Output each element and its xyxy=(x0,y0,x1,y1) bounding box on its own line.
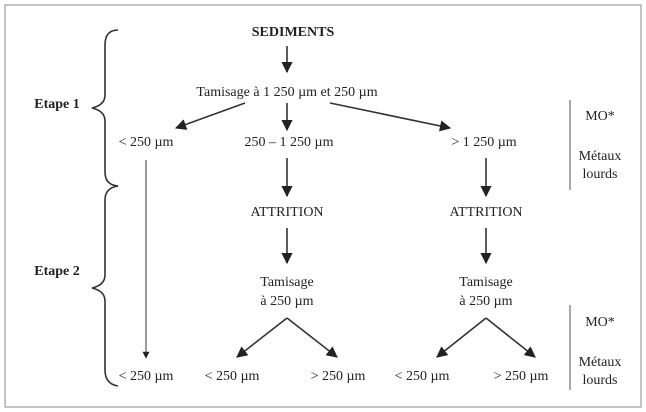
side-note: MO* xyxy=(585,109,615,124)
node-label: ATTRITION xyxy=(449,205,522,220)
node-label: à 250 µm xyxy=(260,294,313,309)
node-label: < 250 µm xyxy=(395,369,450,384)
node-label: > 250 µm xyxy=(494,369,549,384)
node-label: < 250 µm xyxy=(119,135,174,150)
stage-label: Etape 2 xyxy=(34,264,80,279)
side-note: Métaux xyxy=(579,149,622,164)
node-label: < 250 µm xyxy=(205,369,260,384)
braces xyxy=(91,29,119,387)
node-label: ATTRITION xyxy=(250,205,323,220)
arrows xyxy=(142,46,536,359)
node-label: à 250 µm xyxy=(459,294,512,309)
frame xyxy=(4,4,642,408)
side-note: lourds xyxy=(583,167,618,182)
node-label: Tamisage xyxy=(260,275,313,290)
node-label: > 1 250 µm xyxy=(451,135,516,150)
side-note: Métaux xyxy=(579,355,622,370)
side-note: MO* xyxy=(585,315,615,330)
node-label: > 250 µm xyxy=(311,369,366,384)
side-note: lourds xyxy=(583,373,618,388)
title: SEDIMENTS xyxy=(252,25,335,40)
node-label: Tamisage à 1 250 µm et 250 µm xyxy=(196,85,377,100)
node-label: 250 – 1 250 µm xyxy=(245,135,334,150)
stage-label: Etape 1 xyxy=(34,97,80,112)
node-label: Tamisage xyxy=(459,275,512,290)
node-label: < 250 µm xyxy=(119,369,174,384)
